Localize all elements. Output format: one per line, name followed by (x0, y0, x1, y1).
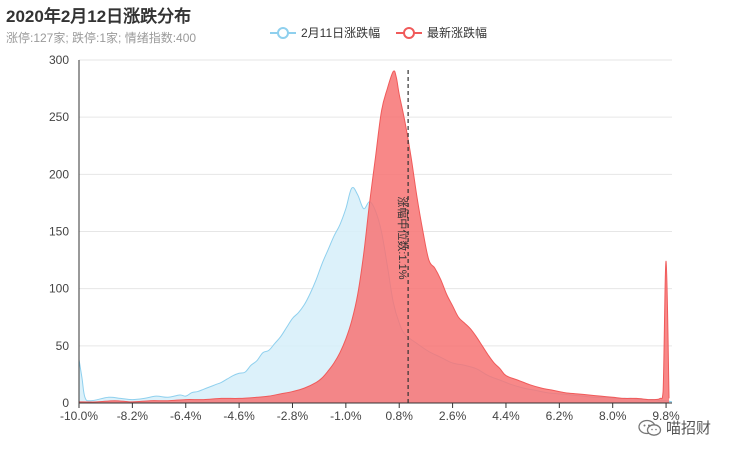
legend-item-1[interactable]: 最新涨跌幅 (396, 25, 487, 40)
chart-subtitle: 涨停:127家; 跌停:1家; 情绪指数:400 (6, 31, 197, 45)
x-tick-label: 9.8% (652, 409, 680, 423)
median-markline-group: 涨幅中位数:1.1% (396, 70, 410, 403)
y-tick-label: 150 (49, 225, 69, 239)
y-tick-label: 0 (62, 396, 69, 410)
wechat-icon (638, 419, 662, 436)
legend-marker (403, 27, 415, 39)
y-tick-label: 50 (56, 339, 70, 353)
series-areas (78, 70, 673, 403)
y-tick-label: 250 (49, 110, 69, 124)
x-tick-label: 8.0% (599, 409, 627, 423)
y-tick-label: 200 (49, 167, 69, 181)
legend-label: 最新涨跌幅 (427, 25, 487, 40)
x-tick-label: 6.2% (546, 409, 574, 423)
chart-title: 2020年2月12日涨跌分布 (6, 7, 192, 26)
legend-item-0[interactable]: 2月11日涨跌幅 (270, 25, 380, 40)
x-tick-label: -2.8% (277, 409, 309, 423)
x-tick-label: -6.4% (170, 409, 202, 423)
watermark-text: 喵招财 (666, 420, 712, 437)
legend-marker (277, 27, 289, 39)
x-tick-label: -10.0% (60, 409, 98, 423)
x-tick-label: -1.0% (330, 409, 362, 423)
x-tick-label: -8.2% (117, 409, 149, 423)
y-tick-label: 300 (49, 53, 69, 67)
axes: 0 50 100 150 200 250 300 -10.0% -8.2% -6.4% -4.6% -… (49, 53, 680, 423)
legend: 2月11日涨跌幅 最新涨跌幅 (270, 25, 487, 40)
x-tick-label: 0.8% (386, 409, 414, 423)
series-area-1 (79, 70, 670, 403)
x-tick-label: 2.6% (439, 409, 467, 423)
x-tick-label: 4.4% (492, 409, 520, 423)
x-tick-label: -4.6% (223, 409, 255, 423)
median-label: 涨幅中位数:1.1% (396, 196, 410, 279)
series-line-1 (78, 70, 670, 403)
legend-label: 2月11日涨跌幅 (301, 25, 380, 40)
watermark: 喵招财 (638, 417, 711, 438)
y-tick-label: 100 (49, 282, 69, 296)
